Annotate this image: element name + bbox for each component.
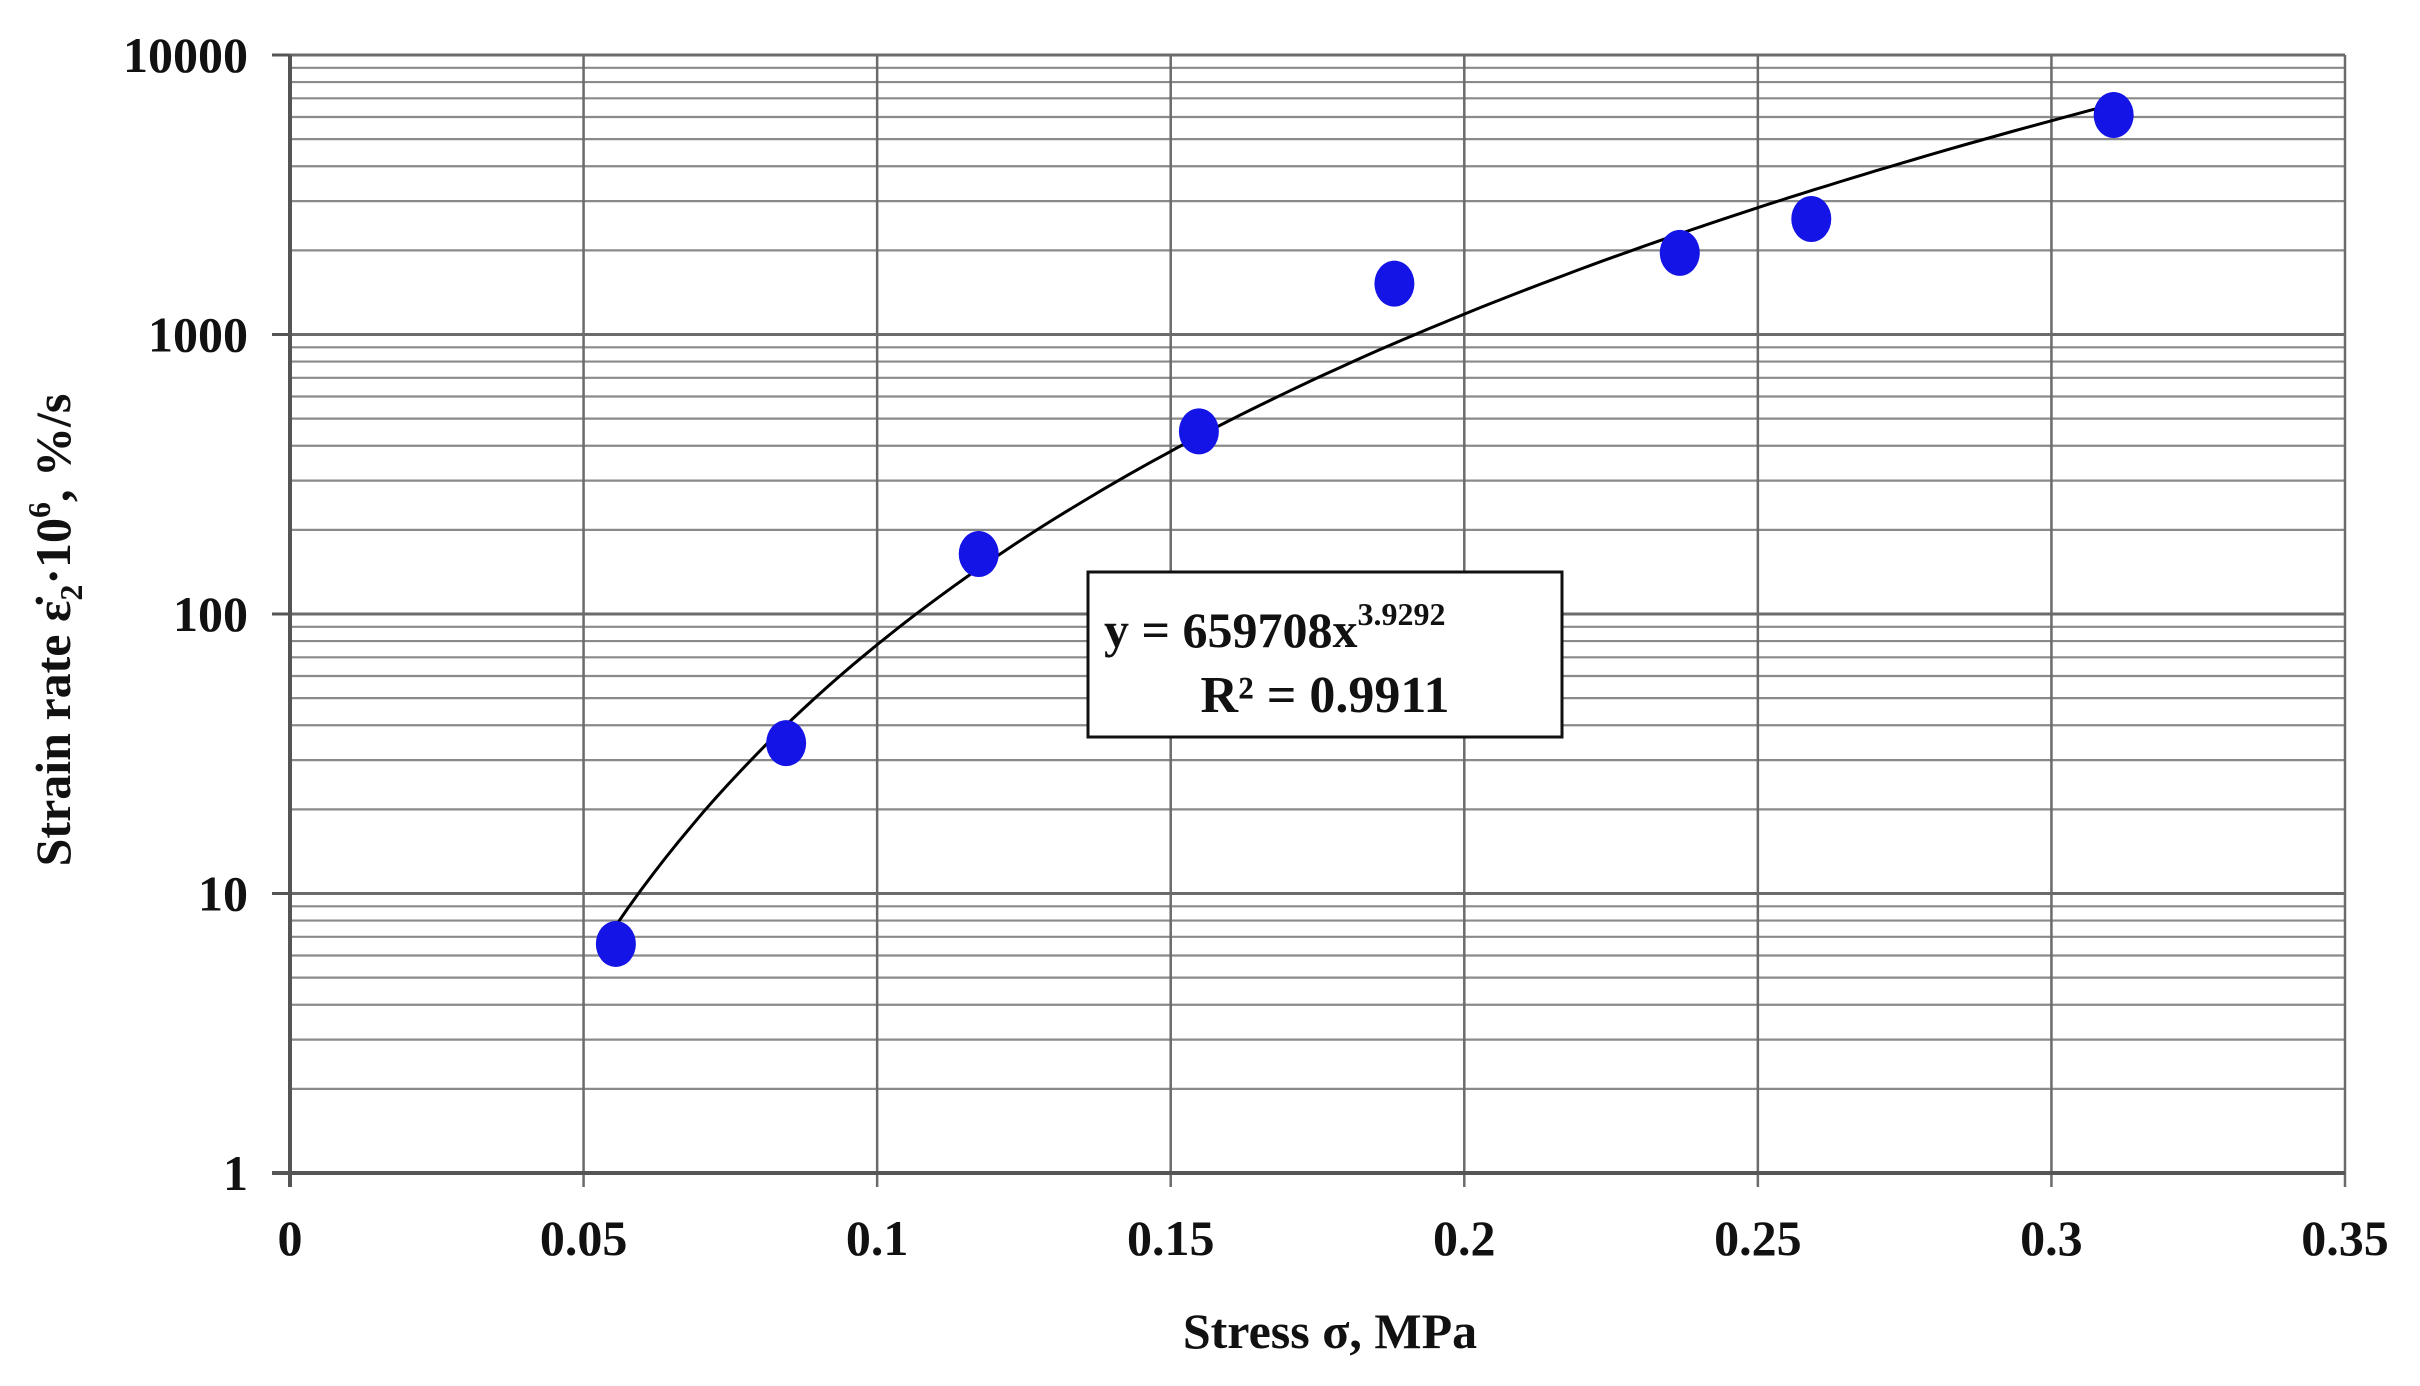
equation-base: y = 659708x <box>1104 602 1358 658</box>
x-tick-label: 0.2 <box>1433 1210 1496 1266</box>
x-tick-label: 0 <box>278 1210 303 1266</box>
equation-exponent: 3.9292 <box>1358 596 1446 632</box>
data-point <box>1659 229 1700 276</box>
data-point <box>766 720 807 767</box>
x-axis-title: Stress σ, MPa <box>1183 1303 1477 1359</box>
y-tick-label: 1000 <box>148 307 248 363</box>
x-tick-label: 0.25 <box>1714 1210 1802 1266</box>
y-tick-label: 10 <box>198 866 248 922</box>
x-tick-label: 0.05 <box>540 1210 628 1266</box>
x-tick-label: 0.35 <box>2301 1210 2389 1266</box>
data-point <box>595 920 636 967</box>
data-point <box>958 530 999 577</box>
y-axis-tick-labels: 1 10 100 1000 10000 <box>123 27 248 1201</box>
svg-text:y = 659708x3.9292: y = 659708x3.9292 <box>1104 596 1446 658</box>
x-tick-label: 0.15 <box>1127 1210 1215 1266</box>
axes <box>272 53 2345 1187</box>
x-tick-label: 0.1 <box>846 1210 909 1266</box>
y-axis-title: Strain rate ε̇2·106, %/s <box>21 394 89 867</box>
data-points <box>595 92 2134 967</box>
x-tick-label: 0.3 <box>2020 1210 2083 1266</box>
x-axis-tick-labels: 0 0.05 0.1 0.15 0.2 0.25 0.3 0.35 <box>278 1210 2389 1266</box>
data-point <box>1791 195 1832 242</box>
data-point <box>2093 92 2134 139</box>
equation-annotation: y = 659708x3.9292 R² = 0.9911 <box>1086 570 1564 739</box>
data-point <box>1374 260 1415 307</box>
y-tick-label: 10000 <box>123 27 248 83</box>
trendline <box>614 102 2115 927</box>
r-squared: R² = 0.9911 <box>1201 667 1450 724</box>
y-tick-label: 100 <box>173 586 248 642</box>
data-point <box>1178 408 1219 455</box>
y-tick-label: 1 <box>223 1145 248 1201</box>
